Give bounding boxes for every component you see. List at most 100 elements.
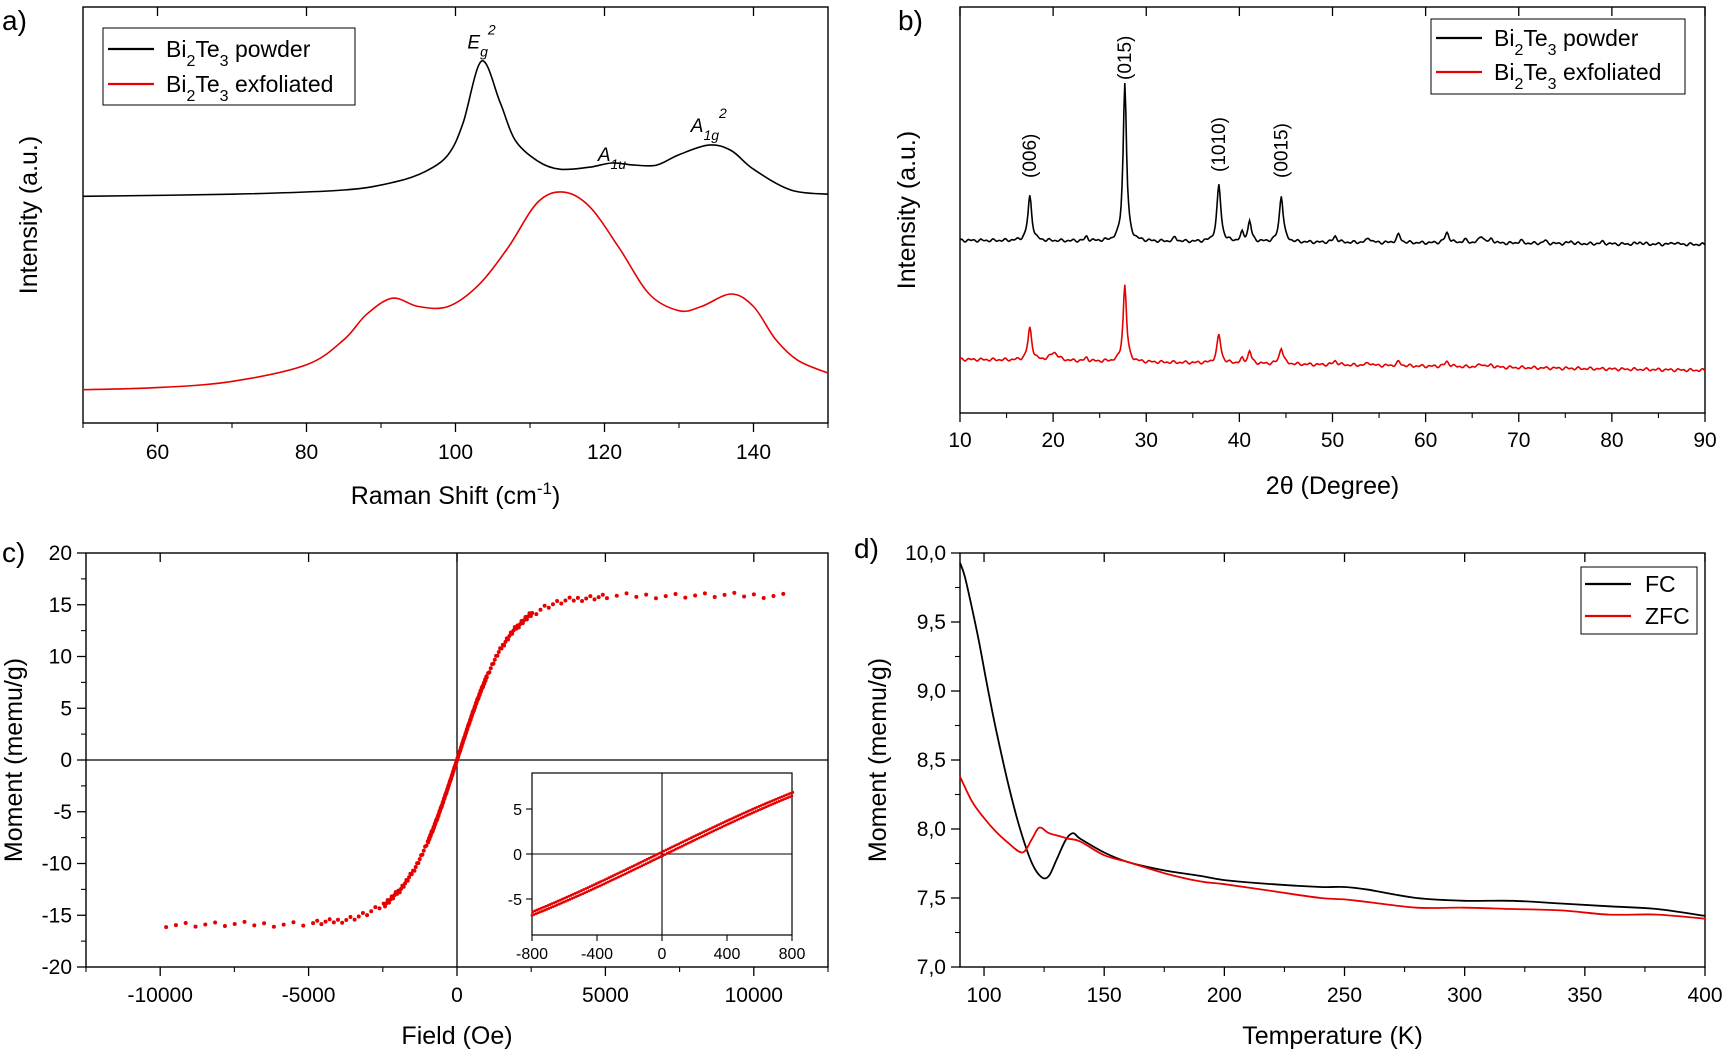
panel-c-point — [360, 911, 365, 916]
panel-c-inset-point — [647, 856, 651, 860]
panel-c-inset-point — [548, 903, 552, 906]
panel-c-inset-point — [569, 893, 573, 897]
panel-c-inset-point — [586, 886, 590, 890]
panel-c-xtick-label: 0 — [451, 984, 463, 1007]
panel-c-point — [387, 900, 392, 905]
panel-c-inset-point — [679, 841, 683, 845]
panel-c-point — [542, 603, 547, 608]
panel-c-point — [624, 591, 629, 596]
panel-c-inset-point — [540, 906, 543, 910]
panel-b-xtick-label: 40 — [1228, 429, 1251, 452]
panel-c-inset-point — [694, 834, 698, 838]
panel-b-xtick-label: 60 — [1414, 429, 1437, 452]
panel-c-point — [281, 922, 286, 927]
panel-c-point — [732, 590, 737, 595]
panel-d-xtick-label: 100 — [967, 984, 1002, 1007]
panel-c-inset-point — [731, 820, 735, 824]
panel-c-inset-point — [677, 842, 681, 846]
panel-c-point — [722, 592, 727, 597]
panel-a-xtick-label: 80 — [295, 441, 318, 464]
panel-c-point — [193, 924, 198, 929]
panel-c-inset-point — [781, 798, 785, 801]
panel-c-inset-point — [681, 840, 685, 844]
panel-c-points — [164, 590, 786, 930]
panel-c-point — [571, 598, 576, 603]
panel-a-xtick-label: 60 — [146, 441, 169, 464]
panel-c-point — [516, 625, 521, 630]
panel-c-inset-point — [536, 911, 540, 915]
panel-c-inset-point — [790, 794, 794, 798]
panel-c-inset-point — [706, 828, 710, 831]
panel-c-inset-point — [708, 831, 711, 835]
panel-c-inset-point — [739, 816, 743, 820]
panel-c-xlabel: Field (Oe) — [401, 1022, 512, 1050]
panel-c-inset-point — [659, 855, 663, 858]
panel-c-point — [524, 617, 529, 622]
panel-c-inset-point — [620, 870, 624, 874]
panel-c-inset-point — [549, 906, 553, 909]
panel-d-ytick-label: 9,5 — [917, 611, 946, 634]
panel-c-inset-point — [755, 805, 759, 809]
panel-c-inset-point — [749, 808, 752, 812]
panel-c-point — [555, 598, 560, 603]
panel-c-inset-point — [660, 850, 664, 854]
panel-c-inset-point — [762, 806, 766, 810]
panel-c-inset-point — [537, 907, 541, 911]
panel-c-point — [499, 646, 504, 651]
panel-c-point — [496, 650, 501, 655]
panel-c-inset-point — [730, 817, 733, 821]
panel-c-inset-point — [671, 845, 674, 849]
panel-c-inset-point — [636, 866, 640, 870]
panel-c-inset-point — [777, 799, 781, 803]
panel-c-inset-point — [725, 819, 729, 823]
panel-c-xtick-label: 10000 — [725, 984, 783, 1007]
panel-c-inset-point — [768, 800, 771, 804]
panel-c-inset-xtick-label: 400 — [714, 946, 741, 963]
panel-c-inset-point — [593, 886, 597, 890]
panel-c-inset-point — [628, 866, 632, 869]
panel-c-inset-xtick-label: 0 — [658, 946, 667, 963]
panel-c-inset-point — [544, 904, 548, 908]
panel-d-xtick-label: 350 — [1567, 984, 1602, 1007]
panel-c-inset-point — [784, 797, 787, 801]
panel-c-inset-point — [547, 907, 551, 910]
panel-c-ytick-label: 10 — [49, 646, 72, 669]
panel-c-point — [352, 917, 357, 922]
panel-c-inset-point — [786, 796, 790, 800]
panel-c-ytick-label: 5 — [60, 697, 72, 720]
panel-c-point — [495, 653, 500, 658]
panel-c-point — [584, 596, 589, 601]
panel-b-xtick-label: 80 — [1600, 429, 1623, 452]
panel-c-inset-point — [702, 830, 706, 834]
panel-c-point — [262, 921, 267, 926]
panel-c-ytick-label: -20 — [42, 956, 72, 979]
panel-c-point — [412, 868, 417, 873]
panel-c-inset-point — [634, 867, 637, 871]
panel-c-point — [222, 924, 227, 929]
panel-c-point — [420, 852, 425, 857]
panel-b-letter: b) — [898, 5, 923, 36]
panel-c-inset-point — [751, 807, 755, 811]
panel-c-point — [369, 909, 374, 914]
panel-c-point — [417, 857, 422, 862]
panel-c-inset-point — [747, 809, 750, 813]
panel-c-point — [409, 872, 414, 877]
panel-d-series-fc — [959, 562, 1706, 917]
panel-c-xtick-label: -5000 — [282, 984, 336, 1007]
panel-c-point — [712, 595, 717, 600]
panel-c-inset-ytick-label: 0 — [513, 847, 522, 864]
panel-c-inset-point — [639, 861, 643, 864]
panel-c-point — [530, 611, 535, 616]
panel-c-point — [614, 593, 619, 598]
panel-c-inset-point — [607, 876, 611, 880]
panel-c-inset-point — [727, 822, 730, 826]
panel-a-legend-box — [102, 27, 356, 106]
panel-c-inset-point — [623, 872, 627, 876]
panel-c-inset-point — [719, 822, 723, 826]
panel-c-inset-point — [545, 907, 549, 911]
panel-c-inset-point — [556, 899, 560, 903]
panel-c-inset-point — [699, 835, 703, 839]
panel-c-point — [507, 633, 512, 638]
panel-c-point — [397, 890, 402, 895]
panel-c-inset-point — [697, 836, 701, 840]
